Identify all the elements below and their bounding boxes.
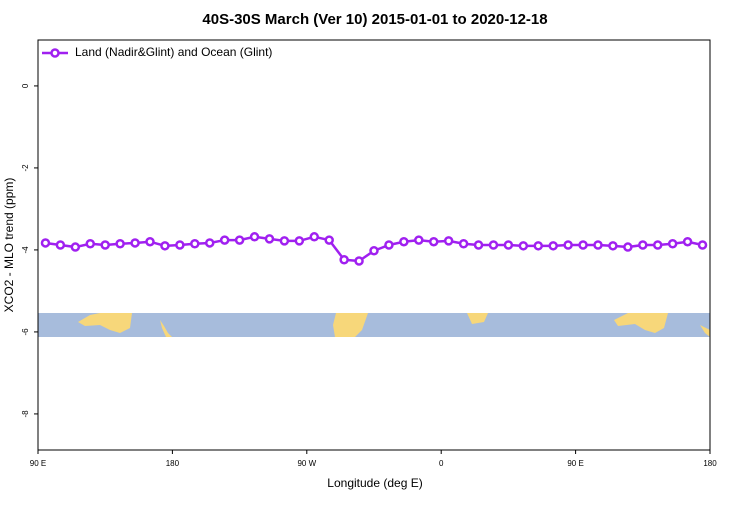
map-strip <box>38 313 710 337</box>
data-point <box>533 241 544 251</box>
data-point <box>623 242 633 252</box>
data-point <box>70 242 81 252</box>
data-point <box>682 236 693 247</box>
data-point <box>354 256 364 266</box>
y-tick-label: -6 <box>21 328 30 336</box>
data-point <box>160 241 170 251</box>
x-tick-label: 0 <box>439 459 444 468</box>
data-point <box>697 240 708 250</box>
data-point <box>578 240 588 250</box>
data-point <box>115 239 125 249</box>
data-point <box>652 240 663 250</box>
data-point <box>145 236 155 247</box>
data-point <box>638 240 648 250</box>
data-point <box>443 236 454 246</box>
data-point <box>309 232 320 242</box>
legend-label: Land (Nadir&Glint) and Ocean (Glint) <box>75 45 272 59</box>
data-point <box>414 235 424 245</box>
data-point <box>458 239 469 249</box>
x-tick-label: 90 E <box>567 459 583 468</box>
data-point <box>473 240 484 250</box>
y-tick-label: 0 <box>21 83 30 88</box>
y-tick-label: -2 <box>21 164 30 172</box>
y-tick-label: -8 <box>21 410 30 418</box>
data-point <box>488 240 499 250</box>
data-point <box>130 238 140 248</box>
data-point <box>428 236 439 247</box>
x-tick-label: 180 <box>166 459 180 468</box>
x-axis-label: Longitude (deg E) <box>327 476 422 490</box>
y-axis-label: XCO2 - MLO trend (ppm) <box>2 178 16 313</box>
data-point <box>249 232 260 242</box>
data-point <box>384 240 394 250</box>
plot-frame <box>37 39 711 451</box>
data-point <box>175 240 185 250</box>
data-point <box>324 235 334 245</box>
data-point <box>85 239 96 249</box>
data-point <box>563 240 573 250</box>
y-tick-label: -4 <box>21 246 30 254</box>
data-point <box>55 240 66 250</box>
chart-title: 40S-30S March (Ver 10) 2015-01-01 to 202… <box>202 11 547 28</box>
data-point <box>593 240 603 250</box>
data-point <box>190 239 200 249</box>
data-point <box>100 240 110 250</box>
data-point <box>399 236 409 247</box>
x-tick-label: 180 <box>703 459 717 468</box>
data-point <box>234 235 245 245</box>
data-point <box>548 241 558 251</box>
x-tick-label: 90 E <box>30 459 46 468</box>
legend-marker <box>50 48 60 58</box>
x-tick-label: 90 W <box>297 459 316 468</box>
data-point <box>503 240 514 250</box>
data-point <box>518 241 529 251</box>
data-point <box>264 234 275 244</box>
data-point <box>294 236 305 246</box>
data-point <box>339 255 349 265</box>
data-point <box>279 236 290 246</box>
data-point <box>608 241 618 251</box>
data-point <box>219 235 230 245</box>
data-point <box>40 238 51 248</box>
data-point <box>204 238 215 248</box>
data-point <box>667 239 678 249</box>
data-point <box>369 245 379 256</box>
